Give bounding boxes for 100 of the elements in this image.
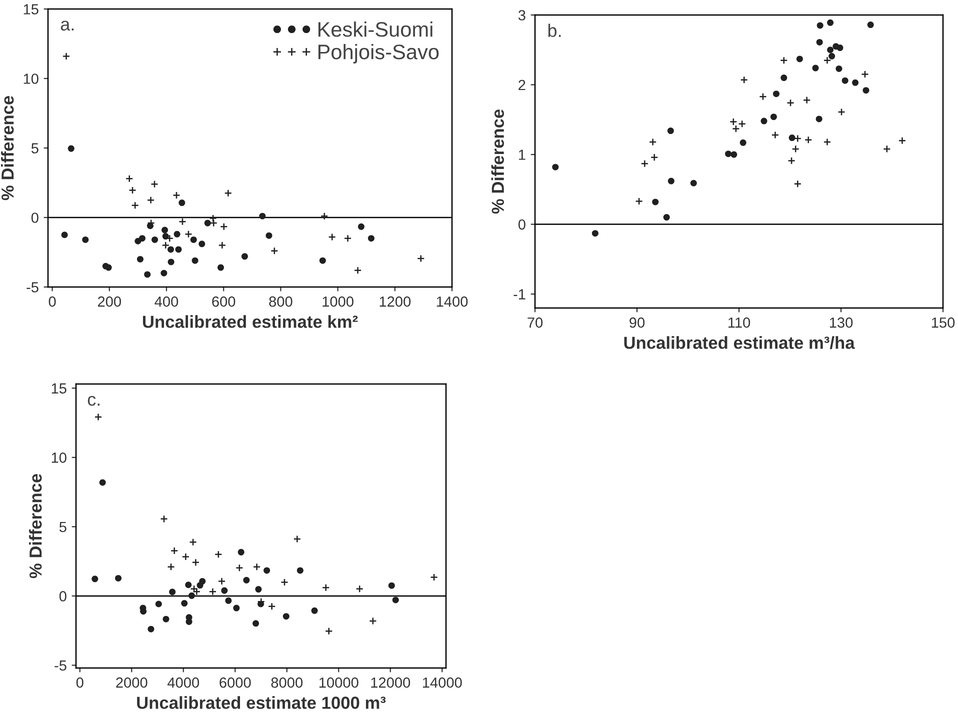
point (823, 138, 832, 146)
point (99, 479, 106, 486)
point (416, 254, 425, 262)
x-axis-title: Uncalibrated estimate 1000 m³ (137, 696, 386, 709)
x-tick-label: 6000 (220, 677, 251, 688)
y-tick-label: 5 (59, 522, 66, 532)
point (214, 550, 222, 558)
point (296, 567, 304, 574)
point (140, 608, 147, 615)
y-axis-title: % Difference (29, 474, 42, 578)
point (786, 99, 794, 107)
y-tick-label: 15 (24, 4, 38, 14)
point (648, 138, 657, 146)
point (178, 218, 186, 226)
point (82, 236, 89, 243)
point (552, 164, 559, 170)
point (668, 178, 674, 184)
y-tick-label: 10 (52, 452, 66, 463)
point (233, 604, 240, 612)
point (842, 77, 848, 84)
point (690, 180, 697, 186)
point (192, 257, 198, 264)
point (358, 223, 364, 230)
point (198, 240, 206, 248)
y-tick-label: 0 (59, 591, 66, 602)
point (828, 52, 836, 60)
point (640, 160, 649, 168)
point (650, 153, 658, 162)
legend-label: Pohjois-Savo (318, 44, 439, 64)
x-tick-label: 200 (98, 296, 121, 307)
point (189, 538, 197, 546)
legend-label: Keski-Suomi (318, 22, 432, 37)
point (268, 602, 276, 610)
point (185, 582, 192, 588)
point (138, 235, 146, 242)
y-tick-label: 2 (518, 80, 526, 90)
point (759, 92, 767, 101)
x-tick-label: 12000 (371, 677, 410, 688)
x-tick-label: 130 (830, 317, 853, 328)
point (170, 546, 178, 555)
point (167, 562, 175, 571)
y-tick-label: -5 (54, 660, 66, 671)
point (838, 108, 846, 116)
point (162, 616, 170, 622)
point (788, 134, 796, 142)
chart-title: c. (88, 396, 100, 406)
point (238, 548, 244, 556)
point (172, 191, 180, 200)
point (94, 413, 102, 421)
point (168, 246, 174, 253)
point (812, 64, 819, 72)
point (218, 577, 226, 586)
point (823, 56, 832, 64)
point (322, 584, 330, 592)
x-tick-label: 4000 (167, 677, 200, 688)
point (192, 558, 200, 566)
point (190, 236, 197, 243)
point (356, 585, 364, 593)
x-tick-label: 2000 (116, 677, 148, 688)
point (816, 22, 824, 29)
y-tick-label: 5 (31, 143, 38, 154)
point (175, 246, 182, 253)
point (311, 607, 318, 614)
x-tick-label: 70 (528, 317, 543, 328)
x-tick-label: 1400 (436, 296, 468, 307)
point (667, 128, 674, 134)
point (199, 578, 206, 585)
point (282, 613, 290, 620)
point (155, 600, 162, 608)
point (780, 56, 788, 64)
point (730, 151, 738, 158)
x-tick-label: 0 (76, 677, 84, 688)
point (136, 256, 144, 262)
x-tick-label: 8000 (271, 677, 303, 688)
x-tick-label: 10000 (319, 677, 358, 688)
point (68, 145, 74, 152)
point (236, 564, 244, 572)
point (192, 588, 201, 596)
point (218, 241, 226, 250)
point (221, 587, 228, 594)
point (152, 236, 158, 243)
point (241, 253, 248, 260)
point (190, 585, 198, 593)
point (224, 189, 232, 198)
x-tick-label: 600 (212, 296, 236, 307)
point (794, 134, 802, 142)
point (144, 271, 151, 278)
point (320, 212, 328, 220)
point (760, 118, 768, 124)
point (160, 515, 168, 523)
point (162, 226, 168, 234)
point (184, 230, 192, 238)
point (788, 156, 796, 165)
point (738, 120, 746, 128)
point (162, 241, 170, 250)
y-tick-label: 3 (518, 10, 526, 20)
y-tick-label: 15 (52, 383, 66, 394)
point (732, 124, 740, 133)
point (148, 626, 154, 632)
point (160, 270, 168, 276)
